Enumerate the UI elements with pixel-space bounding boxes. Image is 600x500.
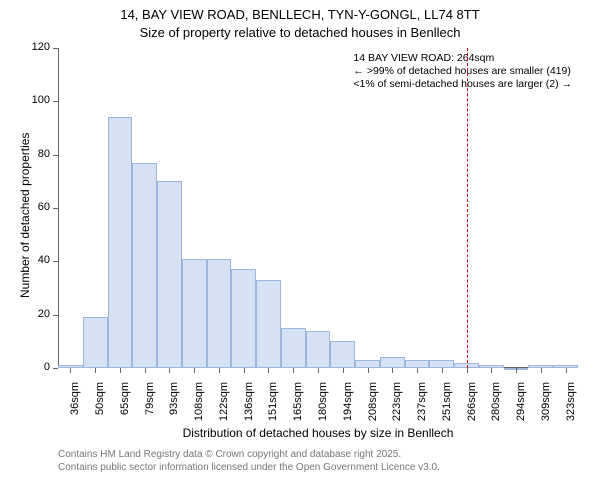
x-tick-mark [194,368,195,373]
x-tick-mark [368,368,369,373]
histogram-bar [405,360,430,368]
x-tick-mark [169,368,170,373]
y-tick-label: 40 [24,254,50,266]
x-tick-label: 151sqm [267,382,279,432]
reference-line [467,48,468,368]
y-tick-mark [53,208,58,209]
histogram-bar [330,341,355,368]
histogram-bar [182,259,207,368]
histogram-bar [108,117,133,368]
x-tick-label: 309sqm [540,382,552,432]
y-tick-label: 100 [24,94,50,106]
histogram-bar [132,163,157,368]
attribution-line-2: Contains public sector information licen… [58,461,440,474]
x-tick-label: 294sqm [515,382,527,432]
x-tick-mark [293,368,294,373]
x-tick-mark [70,368,71,373]
x-tick-label: 79sqm [144,382,156,432]
x-tick-label: 194sqm [342,382,354,432]
annotation-line-2: ← >99% of detached houses are smaller (4… [353,65,572,78]
y-tick-mark [53,101,58,102]
x-tick-label: 108sqm [193,382,205,432]
title-line-2: Size of property relative to detached ho… [140,25,461,40]
attribution-line-1: Contains HM Land Registry data © Crown c… [58,448,440,461]
y-tick-mark [53,315,58,316]
y-tick-label: 60 [24,201,50,213]
x-tick-label: 122sqm [218,382,230,432]
histogram-bar [429,360,454,368]
histogram-bar [306,331,331,368]
x-tick-label: 65sqm [119,382,131,432]
histogram-bar [380,357,405,368]
x-tick-label: 266sqm [466,382,478,432]
x-tick-mark [120,368,121,373]
x-tick-label: 208sqm [367,382,379,432]
x-tick-label: 136sqm [243,382,255,432]
histogram-bar [207,259,232,368]
x-tick-label: 93sqm [168,382,180,432]
x-tick-mark [318,368,319,373]
y-tick-mark [53,368,58,369]
y-tick-label: 20 [24,308,50,320]
x-tick-mark [343,368,344,373]
x-tick-mark [491,368,492,373]
x-tick-mark [516,368,517,373]
annotation-line-3: <1% of semi-detached houses are larger (… [353,78,572,91]
x-tick-mark [145,368,146,373]
chart-title: 14, BAY VIEW ROAD, BENLLECH, TYN-Y-GONGL… [0,6,600,41]
x-tick-mark [392,368,393,373]
y-tick-label: 120 [24,41,50,53]
annotation-box: 14 BAY VIEW ROAD: 264sqm ← >99% of detac… [353,52,572,91]
x-tick-mark [268,368,269,373]
x-tick-label: 165sqm [292,382,304,432]
y-tick-label: 0 [24,361,50,373]
x-tick-mark [244,368,245,373]
x-tick-mark [417,368,418,373]
annotation-line-1: 14 BAY VIEW ROAD: 264sqm [353,52,572,65]
x-tick-label: 180sqm [317,382,329,432]
x-tick-mark [566,368,567,373]
x-tick-label: 36sqm [69,382,81,432]
histogram-bar [256,280,281,368]
attribution-text: Contains HM Land Registry data © Crown c… [58,448,440,474]
title-line-1: 14, BAY VIEW ROAD, BENLLECH, TYN-Y-GONGL… [120,7,479,22]
x-tick-mark [541,368,542,373]
histogram-bar [157,181,182,368]
x-tick-label: 237sqm [416,382,428,432]
x-tick-mark [95,368,96,373]
x-tick-label: 280sqm [490,382,502,432]
x-tick-label: 323sqm [565,382,577,432]
x-tick-label: 223sqm [391,382,403,432]
histogram-bar [355,360,380,368]
y-tick-mark [53,48,58,49]
x-tick-mark [467,368,468,373]
histogram-bar [281,328,306,368]
y-tick-label: 80 [24,148,50,160]
y-tick-mark [53,261,58,262]
x-tick-mark [219,368,220,373]
x-tick-mark [442,368,443,373]
x-tick-label: 50sqm [94,382,106,432]
histogram-bar [83,317,108,368]
histogram-bar [231,269,256,368]
y-tick-mark [53,155,58,156]
x-tick-label: 251sqm [441,382,453,432]
